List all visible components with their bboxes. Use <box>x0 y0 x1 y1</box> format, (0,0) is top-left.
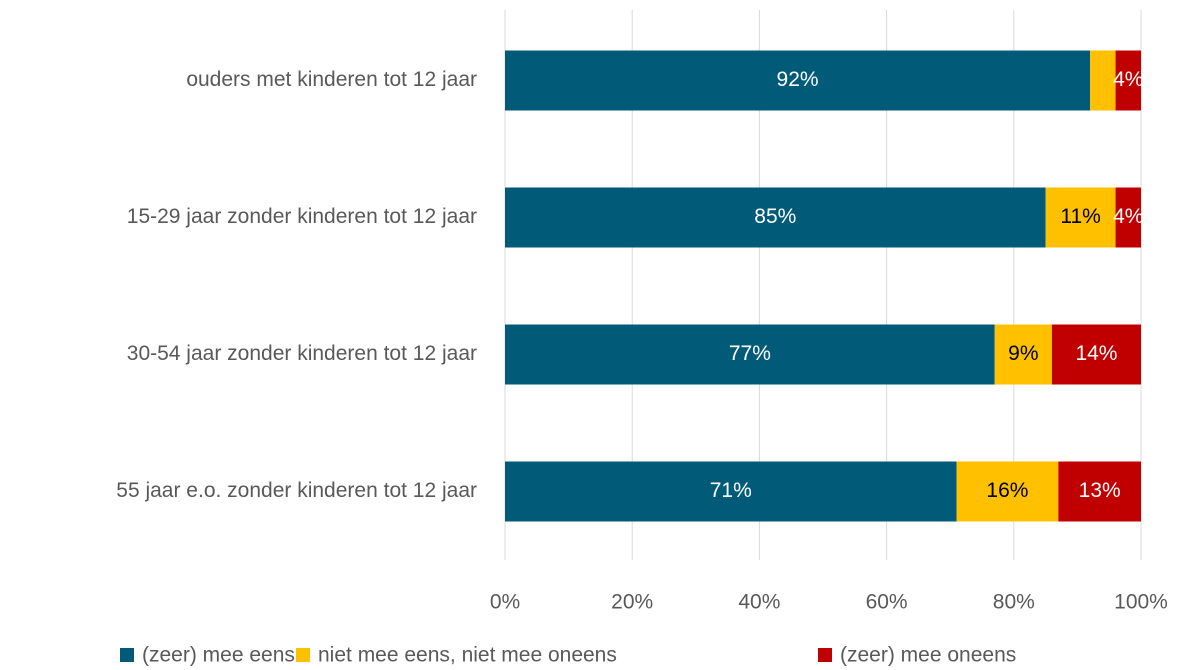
bar-segment <box>505 187 1046 248</box>
x-tick-label: 40% <box>738 591 780 614</box>
bar-segment <box>505 324 995 385</box>
legend-label: (zeer) mee oneens <box>840 644 1016 667</box>
y-tick-label: ouders met kinderen tot 12 jaar <box>186 68 477 91</box>
x-tick-label: 100% <box>1114 591 1168 614</box>
bar-segment <box>956 461 1059 522</box>
legend-label: (zeer) mee eens <box>142 644 295 667</box>
x-tick-label: 0% <box>490 591 520 614</box>
bar-segment <box>1045 187 1116 248</box>
bar-segment <box>1058 461 1141 522</box>
legend-swatch <box>120 648 134 662</box>
x-tick-label: 80% <box>993 591 1035 614</box>
legend-swatch <box>296 648 310 662</box>
bar-segment <box>1115 187 1141 248</box>
y-tick-label: 15-29 jaar zonder kinderen tot 12 jaar <box>127 205 477 228</box>
bar-segment <box>1090 50 1116 111</box>
x-tick-label: 60% <box>866 591 908 614</box>
y-tick-label: 55 jaar e.o. zonder kinderen tot 12 jaar <box>116 479 477 502</box>
data-label: 77% <box>729 342 771 365</box>
data-label: 4% <box>1113 205 1143 228</box>
data-label: 11% <box>1060 205 1100 228</box>
data-label: 85% <box>754 205 796 228</box>
data-label: 4% <box>1113 68 1143 91</box>
data-label: 14% <box>1075 342 1117 365</box>
legend-label: niet mee eens, niet mee oneens <box>318 644 617 667</box>
data-label: 13% <box>1079 479 1121 502</box>
data-label: 16% <box>986 479 1028 502</box>
bar-segment <box>994 324 1052 385</box>
data-label: 92% <box>777 68 819 91</box>
bar-segment <box>1115 50 1141 111</box>
y-tick-label: 30-54 jaar zonder kinderen tot 12 jaar <box>127 342 477 365</box>
bar-segment <box>505 50 1091 111</box>
data-label: 9% <box>1008 342 1038 365</box>
x-tick-label: 20% <box>611 591 653 614</box>
bar-segment <box>1051 324 1141 385</box>
bar-segment <box>505 461 957 522</box>
legend-swatch <box>818 648 832 662</box>
data-label: 71% <box>710 479 752 502</box>
